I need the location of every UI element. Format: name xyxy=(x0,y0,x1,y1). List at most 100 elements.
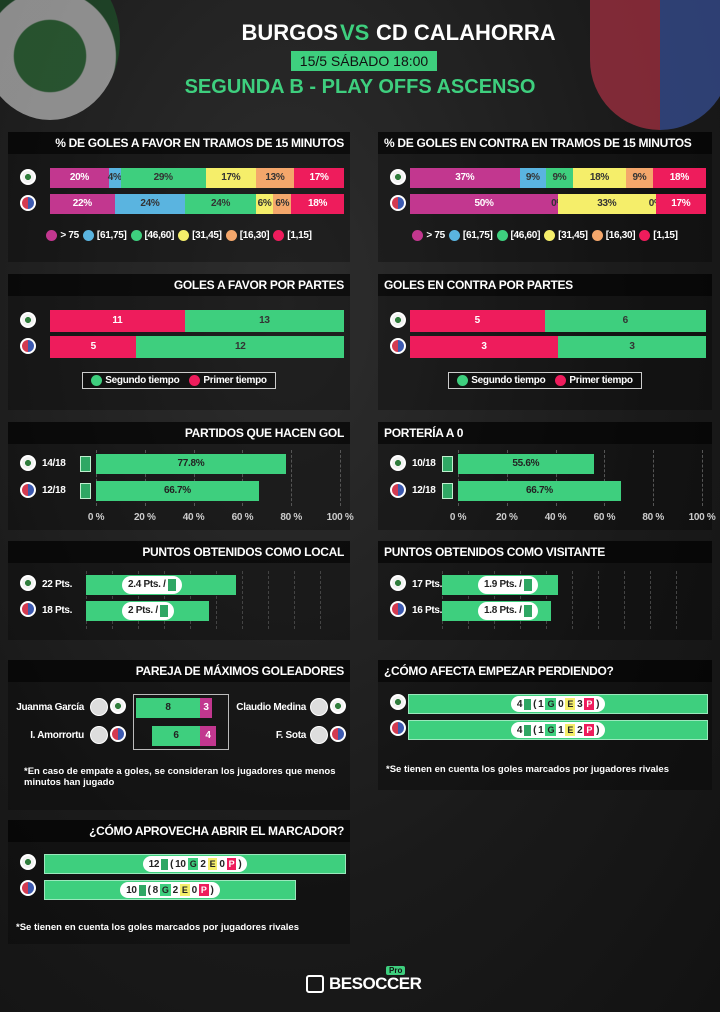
pitch-icon xyxy=(138,884,146,896)
segment-label: 18% xyxy=(589,172,609,183)
bar-segment xyxy=(410,310,545,332)
segment-label: 17% xyxy=(221,172,241,183)
grid-line xyxy=(604,450,606,506)
legend-label: [16,30] xyxy=(239,230,270,241)
grid-decoration xyxy=(468,571,469,629)
panel-title: % DE GOLES EN CONTRA EN TRAMOS DE 15 MIN… xyxy=(378,132,712,154)
bar-segment xyxy=(558,336,706,358)
legend-box: > 75 [61,75] [46,60] [31,45] [16,30] [1,15] xyxy=(412,230,678,241)
vs: VS xyxy=(340,20,370,45)
drawn-label: 2 xyxy=(200,858,206,870)
legend-label: [1,15] xyxy=(653,230,678,241)
grid-line xyxy=(555,450,557,506)
brand: BESOCCER xyxy=(329,974,422,993)
legend-box: Segundo tiempo Primer tiempo xyxy=(448,372,642,389)
team-badge xyxy=(110,698,126,714)
panel: GOLES EN CONTRA POR PARTES 5 6 3 3 Segundo ti… xyxy=(378,274,712,410)
bracket: ) xyxy=(210,884,214,896)
bar-segment xyxy=(114,194,186,214)
team-badge xyxy=(20,338,36,354)
result-pill: 4(1 G 1 E 2 P) xyxy=(510,722,606,738)
bar-segment xyxy=(626,168,653,188)
team-badge xyxy=(390,482,406,498)
bar-label: 66.7% xyxy=(163,485,191,496)
grid-decoration xyxy=(268,571,269,629)
result-letter: G xyxy=(545,724,557,736)
team-badge xyxy=(390,575,406,591)
home-goals-label: 6 xyxy=(173,730,179,741)
segment-label: 29% xyxy=(153,172,173,183)
legend-box: Segundo tiempo Primer tiempo xyxy=(82,372,276,389)
matches-label: 12/18 xyxy=(42,485,66,496)
bar xyxy=(458,481,621,501)
pitch-icon xyxy=(524,698,532,710)
result-pill: 12 (10 G 2 E 0 P) xyxy=(142,856,248,872)
legend-swatch xyxy=(91,375,103,386)
segment-label: 24% xyxy=(210,198,231,209)
matches-label: 12/18 xyxy=(412,485,436,496)
bracket: ( xyxy=(147,884,151,896)
legend-swatch xyxy=(496,230,508,241)
pill-wrap: 10 (8 G 2 E 0 P) xyxy=(44,882,296,898)
legend-swatch xyxy=(130,230,142,241)
result-letter: G xyxy=(187,858,199,870)
bar-segment xyxy=(108,168,121,188)
pitch-icon xyxy=(159,605,168,617)
team-badge xyxy=(20,312,36,328)
segment-label: 6% xyxy=(257,198,272,209)
team-badge xyxy=(330,726,346,742)
player-avatar xyxy=(90,726,108,744)
team-badge xyxy=(390,195,406,211)
segment-label: 9% xyxy=(525,172,540,183)
note: *Se tienen en cuenta los goles marcados … xyxy=(16,922,299,933)
pitch-icon xyxy=(442,456,453,472)
grid-decoration xyxy=(624,571,625,629)
team-badge xyxy=(390,169,406,185)
legend-swatch xyxy=(591,230,603,241)
bracket: ) xyxy=(238,858,242,870)
match-date: 15/5 SÁBADO 18:00 xyxy=(291,51,437,71)
segment-label: 24% xyxy=(140,198,160,209)
bar-segment xyxy=(558,194,656,214)
legend-label: [1,15] xyxy=(287,230,312,241)
won-label: 1 xyxy=(538,724,544,736)
x-tick-label: 20 % xyxy=(496,512,518,523)
team-badge xyxy=(390,601,406,617)
legend-item: [46,60] xyxy=(130,230,174,241)
bar xyxy=(458,454,594,474)
legend: Segundo tiempo Primer tiempo xyxy=(8,372,350,389)
result-letter: P xyxy=(584,724,595,736)
legend-item: [16,30] xyxy=(591,230,636,241)
bar-segment xyxy=(572,168,627,188)
panel-title: PORTERÍA A 0 xyxy=(378,422,712,444)
bar-segment xyxy=(120,168,206,188)
legend-item: > 75 xyxy=(46,230,79,241)
legend-item: [31,45] xyxy=(178,230,222,241)
drawn-label: 2 xyxy=(172,884,179,896)
segment-label: 12 xyxy=(234,341,246,352)
bracket: ( xyxy=(533,698,537,710)
grid-decoration xyxy=(572,571,573,629)
won-label: 10 xyxy=(175,858,186,870)
total-label: 4 xyxy=(516,724,523,736)
home-goals-label: 8 xyxy=(165,702,171,713)
legend-label: > 75 xyxy=(60,230,79,241)
x-tick-label: 80 % xyxy=(280,512,302,523)
panel: PARTIDOS QUE HACEN GOL 0 % 20 % 40 % 60 % 80 … xyxy=(8,422,354,530)
segment-label: 22% xyxy=(72,198,92,209)
grid-decoration xyxy=(294,571,295,629)
pitch-icon xyxy=(523,579,532,591)
pitch-icon xyxy=(167,579,176,591)
bar-segment xyxy=(50,310,185,332)
segment-label: 18% xyxy=(307,198,328,209)
panel-title: % DE GOLES A FAVOR EN TRAMOS DE 15 MINUT… xyxy=(8,132,350,154)
bar-segment xyxy=(519,168,547,188)
team-badge xyxy=(390,312,406,328)
team-badge xyxy=(390,720,406,736)
pill-wrap: 4 (1 G 0 E 3 P) xyxy=(408,696,708,712)
legend: Segundo tiempo Primer tiempo xyxy=(378,372,712,389)
legend: > 75 [61,75] [46,60] [31,45] [16,30] [1,15] xyxy=(8,230,350,241)
home-crest xyxy=(0,0,120,120)
legend-label: [61,75] xyxy=(96,230,127,241)
